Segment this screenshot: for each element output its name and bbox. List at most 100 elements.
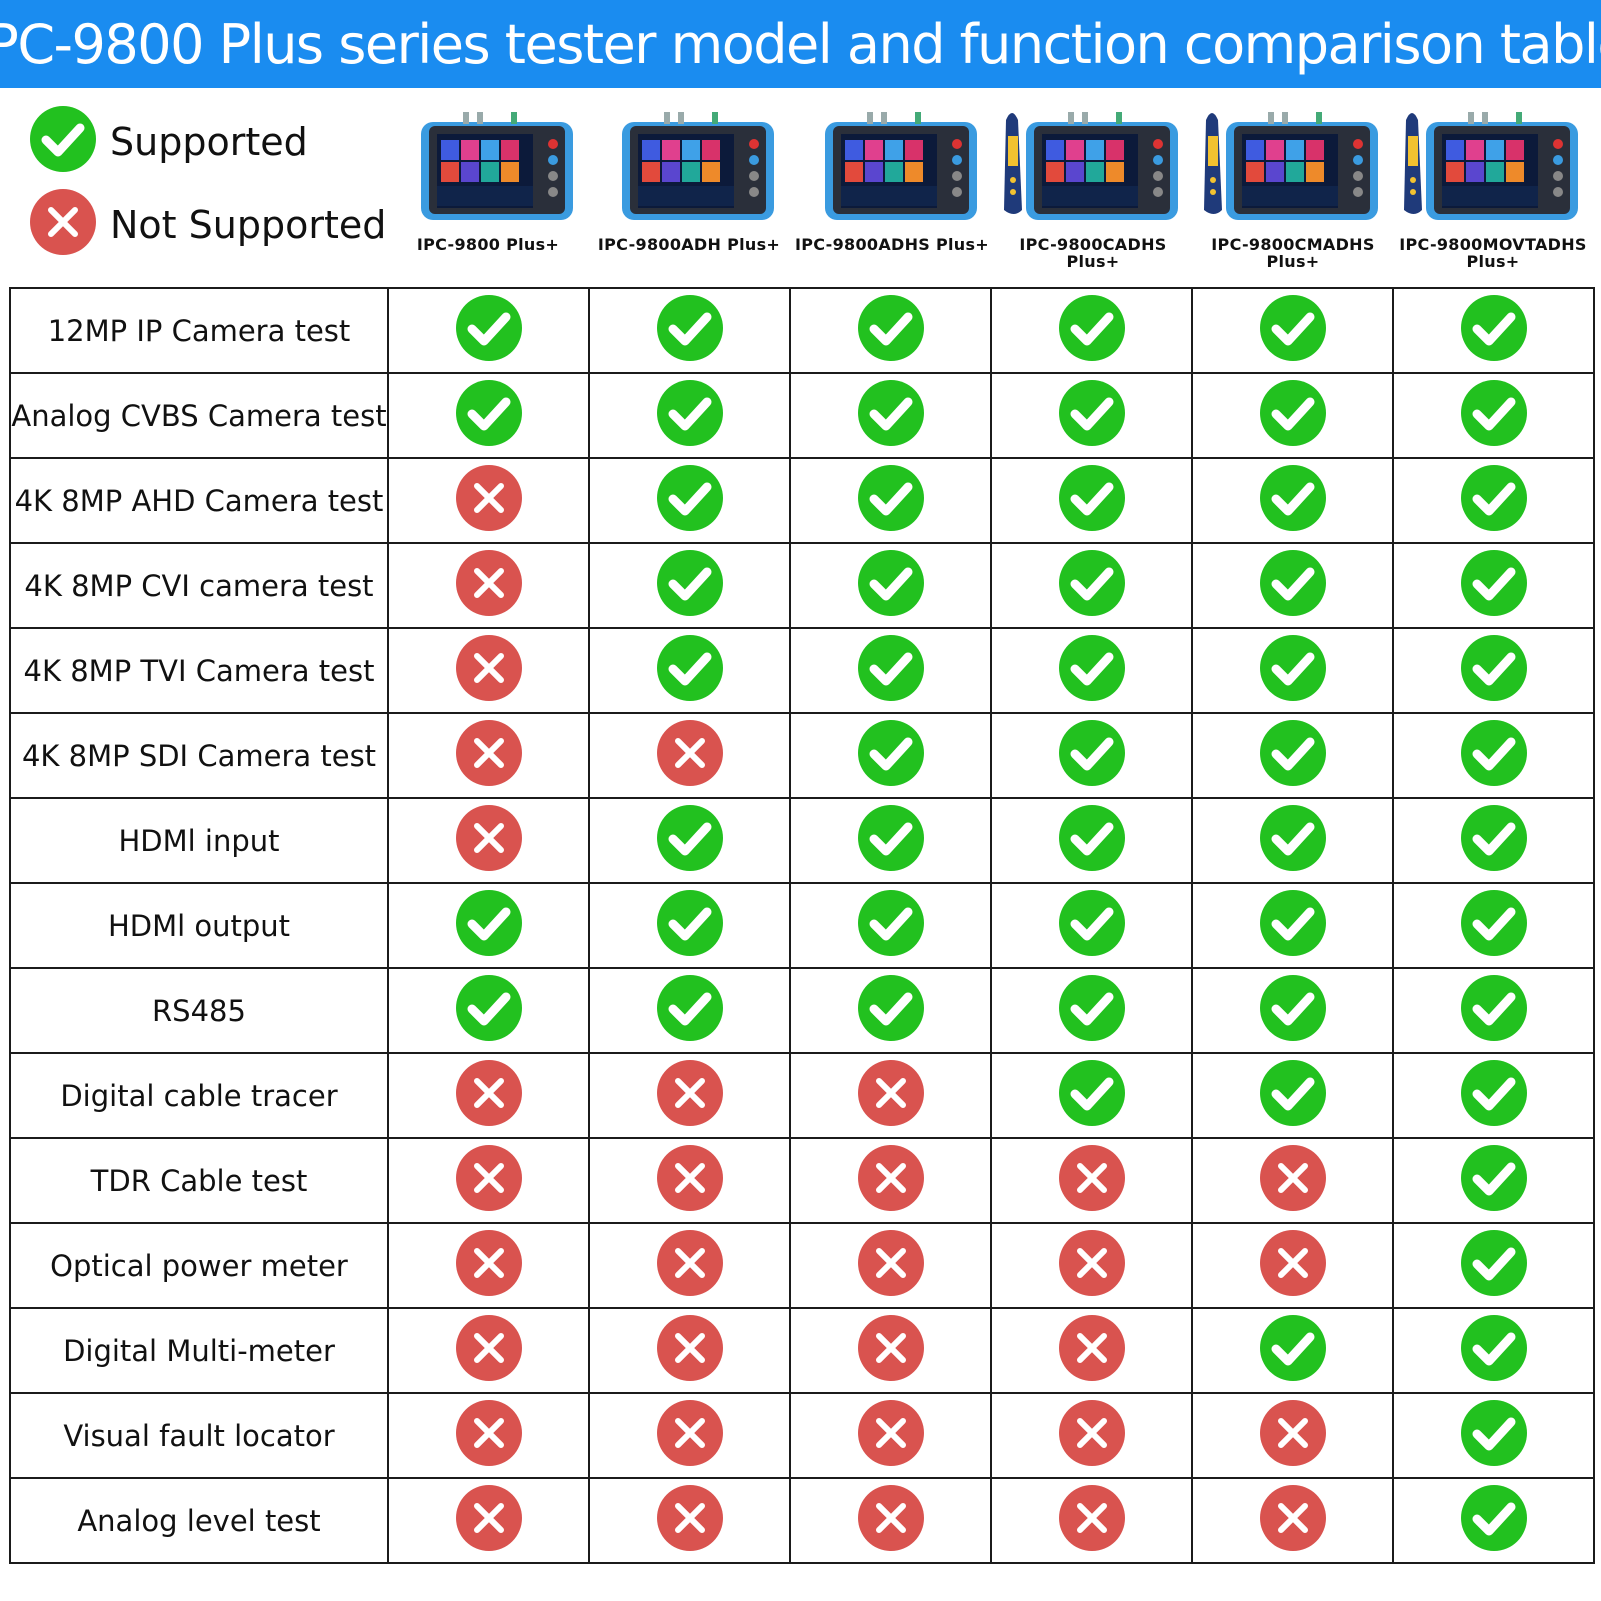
check-icon xyxy=(1058,380,1125,451)
check-icon xyxy=(1259,890,1326,961)
feature-name: Optical power meter xyxy=(9,1222,389,1309)
support-cell xyxy=(990,372,1193,459)
support-cell xyxy=(1392,1307,1595,1394)
support-cell xyxy=(588,457,791,544)
support-cell xyxy=(588,1052,791,1139)
support-cell xyxy=(1392,542,1595,629)
support-cell xyxy=(387,542,590,629)
support-cell xyxy=(1392,372,1595,459)
feature-name: 4K 8MP TVI Camera test xyxy=(9,627,389,714)
model-column-header: IPC-9800CADHS Plus+ xyxy=(993,100,1193,290)
tester-device-image xyxy=(388,100,588,230)
support-cell xyxy=(789,1137,992,1224)
cross-icon xyxy=(656,720,723,791)
feature-name: 4K 8MP AHD Camera test xyxy=(9,457,389,544)
support-cell xyxy=(1392,712,1595,799)
check-icon xyxy=(656,295,723,366)
support-cell xyxy=(789,1222,992,1309)
feature-name: Analog level test xyxy=(9,1477,389,1564)
support-cell xyxy=(1191,287,1394,374)
model-column-header: IPC-9800ADH Plus+ xyxy=(589,100,789,290)
table-row: 4K 8MP SDI Camera test xyxy=(9,712,1595,799)
legend-supported: Supported xyxy=(30,106,308,177)
check-icon xyxy=(1259,1060,1326,1131)
model-column-header: IPC-9800ADHS Plus+ xyxy=(792,100,992,290)
support-cell xyxy=(789,542,992,629)
support-cell xyxy=(990,1137,1193,1224)
support-cell xyxy=(990,627,1193,714)
support-cell xyxy=(1392,797,1595,884)
support-cell xyxy=(1191,1307,1394,1394)
support-cell xyxy=(588,1477,791,1564)
support-cell xyxy=(1191,1222,1394,1309)
model-name: IPC-9800CADHS Plus+ xyxy=(1019,235,1167,271)
cross-icon xyxy=(30,189,96,260)
support-cell xyxy=(387,287,590,374)
support-cell xyxy=(1392,1137,1595,1224)
check-icon xyxy=(455,380,522,451)
table-row: HDMl output xyxy=(9,882,1595,969)
check-icon xyxy=(857,380,924,451)
model-column-header: IPC-9800 Plus+ xyxy=(388,100,588,290)
check-icon xyxy=(1259,1315,1326,1386)
support-cell xyxy=(789,287,992,374)
support-cell xyxy=(1392,882,1595,969)
support-cell xyxy=(990,457,1193,544)
legend-not-supported-label: Not Supported xyxy=(110,202,387,247)
check-icon xyxy=(656,380,723,451)
support-cell xyxy=(1191,1392,1394,1479)
check-icon xyxy=(1058,1060,1125,1131)
check-icon xyxy=(857,975,924,1046)
support-cell xyxy=(588,882,791,969)
model-column-header: IPC-9800MOVTADHS Plus+ xyxy=(1393,100,1593,290)
support-cell xyxy=(387,1307,590,1394)
cross-icon xyxy=(857,1400,924,1471)
check-icon xyxy=(455,975,522,1046)
check-icon xyxy=(857,805,924,876)
cross-icon xyxy=(455,1485,522,1556)
support-cell xyxy=(1392,1052,1595,1139)
support-cell xyxy=(588,372,791,459)
cross-icon xyxy=(656,1230,723,1301)
check-icon xyxy=(656,465,723,536)
check-icon xyxy=(1058,890,1125,961)
table-row: Visual fault locator xyxy=(9,1392,1595,1479)
feature-name: RS485 xyxy=(9,967,389,1054)
check-icon xyxy=(656,890,723,961)
support-cell xyxy=(1191,457,1394,544)
support-cell xyxy=(387,797,590,884)
check-icon xyxy=(857,890,924,961)
check-icon xyxy=(1460,1485,1527,1556)
page-title: IPC-9800 Plus series tester model and fu… xyxy=(0,12,1601,76)
feature-name: Digital cable tracer xyxy=(9,1052,389,1139)
comparison-table: 12MP IP Camera test Analog CVBS Camera te… xyxy=(9,287,1595,1564)
support-cell xyxy=(387,627,590,714)
cross-icon xyxy=(455,805,522,876)
cross-icon xyxy=(1058,1145,1125,1216)
check-icon xyxy=(857,465,924,536)
check-icon xyxy=(1460,295,1527,366)
support-cell xyxy=(1392,967,1595,1054)
cross-icon xyxy=(455,720,522,791)
support-cell xyxy=(1191,627,1394,714)
check-icon xyxy=(656,805,723,876)
check-icon xyxy=(656,975,723,1046)
cross-icon xyxy=(455,1315,522,1386)
feature-name: HDMl output xyxy=(9,882,389,969)
check-icon xyxy=(857,550,924,621)
support-cell xyxy=(990,1307,1193,1394)
cross-icon xyxy=(656,1485,723,1556)
check-icon xyxy=(1460,550,1527,621)
check-icon xyxy=(1460,720,1527,791)
support-cell xyxy=(1392,457,1595,544)
cross-icon xyxy=(1259,1230,1326,1301)
feature-name: 4K 8MP SDI Camera test xyxy=(9,712,389,799)
support-cell xyxy=(588,1307,791,1394)
check-icon xyxy=(1460,890,1527,961)
support-cell xyxy=(789,627,992,714)
model-name: IPC-9800ADHS Plus+ xyxy=(794,235,990,254)
title-banner: IPC-9800 Plus series tester model and fu… xyxy=(0,0,1601,88)
check-icon xyxy=(1259,635,1326,706)
cross-icon xyxy=(857,1145,924,1216)
support-cell xyxy=(1392,1222,1595,1309)
